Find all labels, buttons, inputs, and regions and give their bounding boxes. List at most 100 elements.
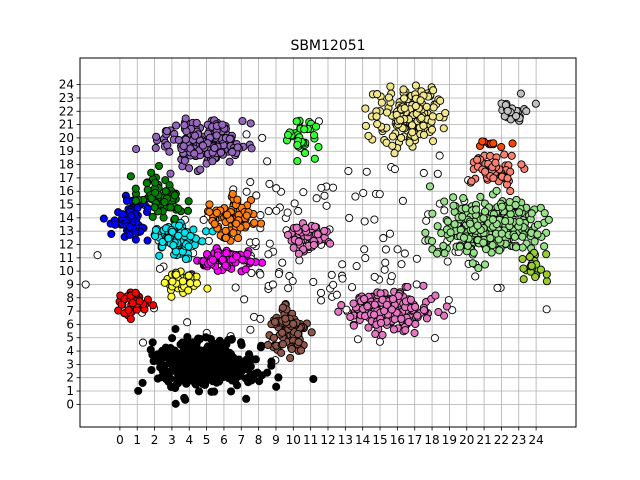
data-point <box>459 194 468 203</box>
data-point <box>300 125 309 134</box>
data-point <box>542 250 551 259</box>
data-point <box>488 241 497 250</box>
x-tick-label: 19 <box>442 433 457 447</box>
data-point <box>192 118 201 127</box>
data-point <box>530 237 539 246</box>
data-point <box>180 393 189 402</box>
x-tick-label: 23 <box>511 433 526 447</box>
data-point <box>278 303 287 312</box>
data-point <box>143 236 152 245</box>
data-point <box>411 102 420 111</box>
data-point <box>126 315 135 324</box>
data-point <box>542 270 551 279</box>
data-point <box>278 328 287 337</box>
data-point <box>433 249 442 258</box>
data-point <box>132 145 141 154</box>
x-tick-label: 6 <box>220 433 228 447</box>
data-point <box>205 366 215 375</box>
data-point <box>131 288 140 297</box>
data-point <box>458 212 467 221</box>
data-point <box>161 176 170 185</box>
data-point <box>519 264 528 273</box>
data-point <box>152 132 161 141</box>
data-point <box>348 283 357 292</box>
data-point <box>127 211 136 220</box>
data-point <box>251 355 260 364</box>
data-point <box>149 301 158 310</box>
data-point <box>172 359 181 368</box>
data-point <box>536 203 545 212</box>
y-tick-label: 3 <box>66 357 74 371</box>
y-tick-label: 14 <box>59 211 74 225</box>
data-point <box>286 353 295 363</box>
data-point <box>156 363 165 372</box>
data-point <box>419 281 428 290</box>
data-point <box>314 142 323 152</box>
data-point <box>329 183 338 192</box>
cluster-series <box>361 81 450 158</box>
data-point <box>544 215 553 224</box>
data-point <box>311 222 320 231</box>
data-point <box>401 326 410 335</box>
data-point <box>419 130 428 139</box>
data-point <box>218 120 227 129</box>
cluster-series <box>467 150 529 196</box>
data-point <box>138 378 147 387</box>
data-point <box>489 174 498 183</box>
data-point <box>183 318 192 327</box>
x-tick-label: 8 <box>255 433 263 447</box>
data-point <box>154 161 164 171</box>
data-point <box>241 265 250 274</box>
data-point <box>399 85 408 94</box>
data-point <box>471 272 480 281</box>
data-point <box>326 239 335 248</box>
data-point <box>446 228 455 237</box>
data-point <box>389 325 398 334</box>
data-point <box>378 330 387 340</box>
data-point <box>478 137 487 146</box>
data-point <box>476 192 485 201</box>
data-point <box>439 124 448 133</box>
data-point <box>364 323 373 332</box>
data-point <box>274 373 283 382</box>
y-tick-label: 9 <box>66 277 74 291</box>
data-point <box>349 321 358 330</box>
data-point <box>388 132 397 141</box>
data-point <box>216 148 226 157</box>
data-point <box>497 202 506 211</box>
data-point <box>150 203 159 212</box>
data-point <box>518 254 527 264</box>
data-point <box>151 178 160 187</box>
data-point <box>128 299 137 308</box>
data-point <box>174 231 183 240</box>
data-point <box>301 149 310 158</box>
data-point <box>172 121 181 130</box>
data-point <box>205 207 214 216</box>
data-point <box>234 234 243 243</box>
data-point <box>397 133 406 142</box>
data-point <box>479 238 488 247</box>
data-point <box>449 193 458 202</box>
data-point <box>381 245 390 254</box>
data-point <box>126 172 135 181</box>
data-point <box>379 234 388 243</box>
data-point <box>468 259 477 268</box>
x-tick-label: 17 <box>407 433 422 447</box>
x-tick-label: 20 <box>459 433 474 447</box>
x-tick-label: 3 <box>168 433 176 447</box>
data-point <box>360 217 369 226</box>
data-point <box>181 135 190 144</box>
data-point <box>491 158 500 167</box>
data-point <box>338 274 347 283</box>
data-point <box>178 277 188 286</box>
data-point <box>327 270 336 279</box>
data-point <box>531 99 540 108</box>
data-point <box>153 350 162 359</box>
data-point <box>536 265 545 274</box>
x-tick-label: 22 <box>494 433 509 447</box>
data-point <box>256 314 265 323</box>
data-point <box>481 167 490 176</box>
data-point <box>194 387 204 396</box>
cluster-series <box>518 248 551 286</box>
